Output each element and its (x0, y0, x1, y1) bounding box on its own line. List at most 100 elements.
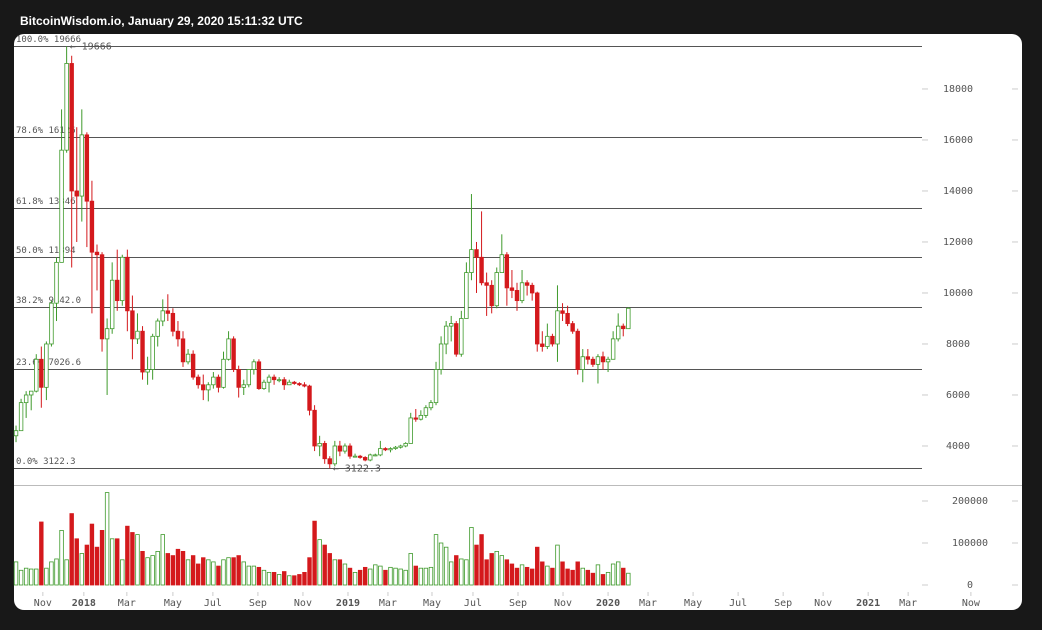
candle-body (155, 320, 160, 337)
volume-bar (347, 567, 353, 586)
candle-body (221, 358, 226, 388)
candle-body (489, 284, 494, 307)
candle-body (615, 325, 621, 340)
volume-bar (49, 561, 54, 586)
volume-bar (261, 569, 267, 586)
candle-body (69, 63, 74, 192)
candle-body (125, 256, 130, 312)
volume-bar (342, 563, 348, 586)
volume-bar (479, 534, 484, 586)
candle-body (479, 256, 484, 284)
candle-body (241, 384, 246, 388)
candle-body (332, 445, 338, 465)
candle-body (287, 381, 292, 386)
panel (14, 34, 1022, 610)
candle-body (170, 312, 176, 332)
volume-bar (84, 544, 90, 586)
candle-body (246, 369, 251, 386)
candle-body (352, 455, 358, 458)
candle-body (165, 310, 171, 314)
volume-bar (605, 571, 611, 586)
candle-body (180, 338, 186, 363)
candle-body (610, 338, 616, 360)
fib-label: 100.0% 19666 (16, 35, 81, 45)
volume-bar (120, 559, 125, 586)
volume-bar (221, 559, 226, 586)
y-tick-label: 200000 (952, 496, 988, 507)
candle-body (454, 323, 459, 355)
volume-bar (13, 561, 19, 586)
volume-bar (423, 567, 429, 586)
y-tick-label: 8000 (946, 339, 970, 350)
volume-bar (398, 568, 403, 586)
volume-bar (155, 550, 160, 586)
volume-bar (195, 563, 201, 586)
volume-bar (428, 566, 434, 586)
volume-bar (292, 575, 297, 586)
volume-bar (39, 521, 44, 586)
x-tick-label: Jul (729, 598, 747, 609)
volume-bar (287, 575, 292, 586)
candle-body (494, 272, 499, 307)
volume-bar (327, 553, 332, 586)
volume-bar (626, 572, 631, 586)
candle-body (23, 394, 29, 404)
volume-bar (236, 555, 241, 586)
volume-bar (271, 571, 277, 586)
candle-body (271, 376, 277, 381)
volume-bar (464, 559, 469, 586)
x-tick-label: Nov (34, 598, 52, 609)
volume-bar (580, 567, 585, 586)
volume-bar (104, 492, 110, 586)
volume-bar (393, 567, 398, 586)
volume-bar (362, 566, 368, 586)
volume-bar (170, 555, 176, 586)
volume-bar (595, 564, 601, 586)
volume-bar (312, 520, 317, 586)
candle-body (195, 376, 201, 386)
volume-bar (610, 563, 616, 586)
candle-body (84, 134, 90, 202)
x-tick-label: 2018 (72, 598, 96, 609)
volume-bar (64, 559, 69, 586)
y-tick-label: 14000 (943, 186, 973, 197)
volume-bar (99, 529, 105, 586)
candle-body (408, 417, 413, 444)
candle-body (44, 343, 49, 388)
x-tick-label: Jul (204, 598, 222, 609)
volume-bar (125, 525, 130, 586)
fib-label: 78.6% 16126 (16, 126, 76, 136)
y-tick-label: 18000 (943, 84, 973, 95)
volume-bar (418, 567, 424, 586)
volume-bar (484, 559, 489, 586)
candle-body (393, 446, 398, 449)
volume-bar (54, 558, 59, 586)
volume-bar (454, 555, 459, 586)
candle-body (595, 356, 601, 365)
x-tick-label: 2019 (336, 598, 360, 609)
candle-body (150, 335, 155, 370)
candle-body (529, 284, 535, 294)
candle-body (231, 338, 236, 370)
candle-body (626, 307, 631, 330)
volume-bar (190, 555, 196, 586)
candle-body (29, 390, 34, 396)
volume-bar (317, 539, 322, 586)
candle-body (39, 358, 44, 388)
volume-bar (519, 564, 525, 586)
volume-bar (165, 553, 171, 586)
volume-bar (357, 569, 363, 586)
candle-body (469, 249, 474, 273)
volume-bar (494, 550, 499, 586)
volume-bar (570, 569, 575, 586)
volume-bar (297, 574, 302, 586)
volume-bar (378, 565, 383, 586)
volume-bar (23, 567, 29, 586)
candle-body (266, 376, 272, 383)
candle-body (49, 302, 54, 345)
candle-body (302, 384, 307, 387)
volume-bar (216, 565, 221, 586)
volume-bar (231, 557, 236, 586)
chart-title: BitcoinWisdom.io, January 29, 2020 15:11… (20, 14, 303, 28)
